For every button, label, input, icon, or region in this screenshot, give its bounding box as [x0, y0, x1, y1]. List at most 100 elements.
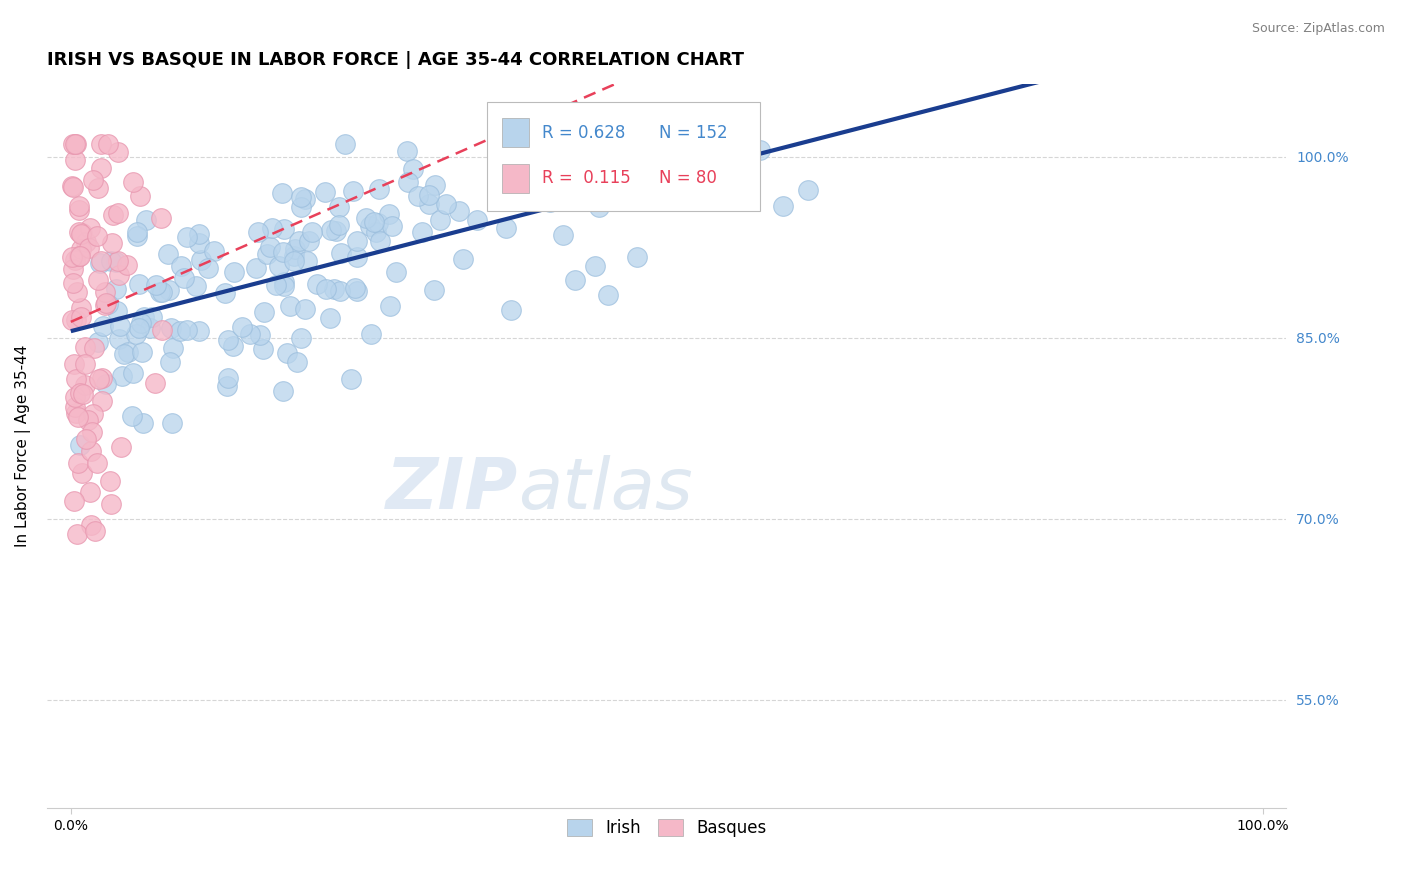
Point	[80, 518, 103, 533]
Point	[132, 416, 155, 430]
Text: N = 80: N = 80	[659, 169, 717, 187]
Point	[367, 216, 389, 230]
Y-axis label: In Labor Force | Age 35-44: In Labor Force | Age 35-44	[15, 345, 31, 548]
Legend: Irish, Basques: Irish, Basques	[561, 812, 773, 844]
Point	[66, 285, 89, 300]
Point	[117, 345, 139, 359]
Point	[273, 275, 295, 289]
Point	[626, 251, 648, 265]
Text: R =  0.115: R = 0.115	[541, 169, 630, 187]
Point	[107, 254, 129, 268]
Point	[335, 137, 357, 152]
Point	[63, 391, 86, 405]
Point	[283, 253, 305, 268]
Point	[94, 296, 117, 310]
Point	[553, 228, 575, 243]
Point	[87, 181, 110, 195]
Point	[626, 138, 648, 153]
Point	[65, 372, 87, 386]
Point	[149, 285, 172, 300]
FancyBboxPatch shape	[502, 164, 529, 193]
Text: R = 0.628: R = 0.628	[541, 124, 624, 142]
Point	[585, 259, 607, 273]
Point	[110, 440, 132, 454]
Point	[86, 273, 108, 287]
Point	[247, 225, 270, 239]
Point	[411, 226, 433, 240]
Point	[159, 355, 181, 369]
Point	[104, 282, 127, 296]
Point	[77, 241, 100, 255]
Point	[107, 268, 129, 282]
Point	[271, 186, 294, 200]
Point	[91, 318, 114, 333]
Point	[107, 304, 129, 318]
Point	[278, 299, 301, 313]
Point	[128, 321, 150, 335]
Point	[129, 316, 152, 330]
Point	[271, 384, 294, 398]
Point	[73, 357, 96, 371]
Point	[378, 207, 401, 221]
Point	[90, 161, 112, 175]
Point	[501, 302, 523, 317]
Point	[67, 203, 90, 218]
Point	[249, 328, 271, 343]
Point	[256, 247, 278, 261]
Point	[112, 347, 135, 361]
Point	[79, 220, 101, 235]
Point	[70, 466, 93, 480]
Text: N = 152: N = 152	[659, 124, 728, 142]
Point	[423, 178, 446, 193]
Point	[222, 339, 245, 353]
Point	[294, 302, 316, 317]
Point	[150, 323, 173, 337]
Point	[346, 234, 368, 248]
Point	[89, 255, 111, 269]
Point	[160, 321, 183, 335]
Point	[346, 284, 368, 298]
Point	[63, 494, 86, 508]
Point	[115, 258, 138, 272]
Point	[298, 234, 321, 248]
Point	[62, 180, 84, 194]
Point	[284, 242, 307, 256]
Point	[176, 229, 198, 244]
Point	[184, 278, 207, 293]
Point	[276, 345, 298, 359]
Point	[97, 297, 120, 311]
Point	[173, 271, 195, 285]
Point	[65, 312, 87, 326]
Text: Source: ZipAtlas.com: Source: ZipAtlas.com	[1251, 22, 1385, 36]
Point	[380, 299, 402, 313]
Point	[94, 285, 117, 300]
Point	[429, 213, 451, 227]
Point	[609, 185, 631, 199]
Point	[385, 265, 408, 279]
Point	[80, 443, 103, 458]
Point	[60, 178, 83, 193]
Point	[285, 355, 308, 369]
Point	[72, 387, 94, 401]
Point	[329, 284, 352, 298]
Point	[363, 215, 385, 229]
FancyBboxPatch shape	[502, 118, 529, 147]
Point	[63, 153, 86, 167]
Point	[62, 262, 84, 277]
Point	[122, 366, 145, 380]
Point	[368, 234, 391, 248]
Point	[86, 228, 108, 243]
Point	[145, 277, 167, 292]
Point	[108, 319, 131, 334]
Point	[714, 137, 737, 152]
Point	[125, 226, 148, 240]
Point	[273, 278, 295, 293]
Point	[217, 371, 239, 385]
Point	[69, 385, 91, 400]
Point	[143, 376, 166, 390]
Point	[121, 409, 143, 423]
Point	[107, 206, 129, 220]
Point	[252, 342, 274, 356]
Point	[188, 236, 211, 251]
Point	[67, 199, 90, 213]
